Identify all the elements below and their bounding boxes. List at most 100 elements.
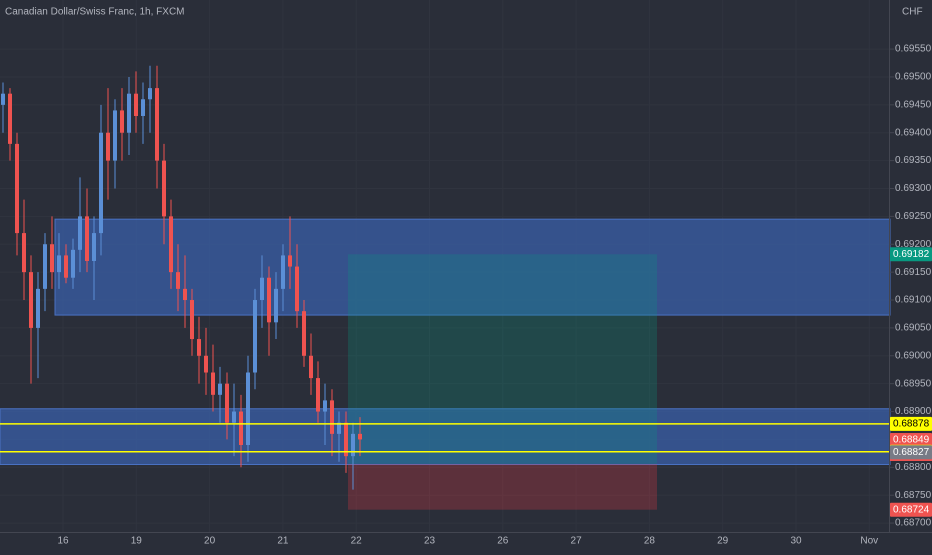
y-tick-label: 0.69300 — [895, 183, 932, 194]
candle-body — [85, 216, 89, 261]
candle-body — [337, 422, 341, 434]
y-tick-label: 0.69150 — [895, 267, 932, 278]
zones — [0, 218, 891, 510]
candle-body — [22, 233, 26, 273]
y-tick-label: 0.69100 — [895, 295, 932, 306]
x-tick-label: 19 — [131, 536, 143, 547]
y-tick-label: 0.68800 — [895, 462, 932, 473]
candle-body — [148, 88, 152, 100]
currency-label: CHF — [902, 7, 923, 18]
candle-body — [15, 143, 19, 234]
candle-body — [274, 288, 278, 323]
price-label-bg — [890, 432, 932, 447]
candle-body — [50, 244, 54, 273]
candle-body — [260, 277, 264, 301]
candle-body — [183, 288, 187, 301]
candle-body — [246, 372, 250, 446]
y-tick-label: 0.68750 — [895, 490, 932, 501]
x-tick-label: 26 — [497, 536, 509, 547]
candle-body — [225, 383, 229, 423]
x-tick-label: 27 — [571, 536, 583, 547]
candle-body — [1, 93, 5, 105]
candle-body — [323, 400, 327, 412]
candle-body — [358, 433, 362, 440]
candle-body — [127, 93, 131, 133]
y-tick-label: 0.69400 — [895, 127, 932, 138]
candle-body — [253, 300, 257, 373]
x-tick-label: 21 — [277, 536, 289, 547]
x-tick-label: 23 — [424, 536, 436, 547]
price-label: 0.68878 — [893, 418, 930, 429]
target-area — [348, 254, 657, 464]
price-label: 0.68827 — [893, 447, 930, 458]
price-label: 0.69182 — [893, 249, 930, 260]
candle-body — [204, 355, 208, 373]
price-label-bg — [890, 247, 932, 262]
candle-body — [344, 422, 348, 457]
candle-body — [309, 355, 313, 379]
candle-body — [92, 233, 96, 261]
candle-body — [211, 372, 215, 395]
candle-body — [218, 383, 222, 395]
x-tick-label: 28 — [644, 536, 656, 547]
axes: 0.69550 0.69500 0.69450 0.69400 0.69350 0.693… — [57, 44, 932, 547]
y-tick-label: 0.69500 — [895, 72, 932, 83]
candle-body — [302, 311, 306, 356]
y-tick-label: 0.69250 — [895, 211, 932, 222]
x-tick-label: Nov — [860, 536, 878, 547]
y-tick-label: 0.68700 — [895, 518, 932, 529]
y-tick-label: 0.68950 — [895, 378, 932, 389]
y-tick-label: 0.69050 — [895, 323, 932, 334]
candle-body — [169, 216, 173, 273]
candle-body — [155, 88, 159, 161]
candle-body — [99, 132, 103, 234]
x-tick-label: 22 — [351, 536, 363, 547]
x-tick-label: 29 — [717, 536, 729, 547]
y-tick-label: 0.69450 — [895, 99, 932, 110]
x-tick-label: 16 — [57, 536, 69, 547]
candle-body — [267, 277, 271, 323]
y-tick-label: 0.69350 — [895, 155, 932, 166]
candle-body — [106, 132, 110, 161]
y-tick-label: 0.69200 — [895, 239, 932, 250]
candle-body — [64, 255, 68, 278]
stop-area — [348, 463, 657, 510]
candle-body — [232, 411, 236, 423]
candle-body — [176, 272, 180, 289]
candles — [1, 65, 362, 490]
price-label-bg — [890, 445, 932, 460]
candle-body — [43, 244, 47, 289]
y-tick-label: 0.68900 — [895, 406, 932, 417]
lines — [0, 423, 890, 453]
candle-body — [113, 110, 117, 161]
price-label: 0.68849 — [893, 435, 930, 446]
candle-body — [29, 272, 33, 328]
price-label-bg — [890, 502, 932, 517]
candle-body — [351, 433, 355, 457]
candle-body — [281, 255, 285, 289]
price-label: 0.68724 — [893, 504, 930, 515]
candle-body — [190, 300, 194, 340]
candle-body — [8, 93, 12, 144]
price-label-bg — [890, 416, 932, 431]
candle-body — [71, 249, 75, 278]
candle-body — [239, 411, 243, 446]
candle-body — [316, 378, 320, 412]
zone — [54, 218, 891, 316]
candle-body — [330, 400, 334, 434]
candle-body — [78, 216, 82, 250]
chart-title: Canadian Dollar/Swiss Franc, 1h, FXCM — [5, 7, 185, 18]
candle-body — [57, 255, 61, 273]
zone — [0, 408, 891, 466]
candle-body — [288, 255, 292, 267]
candle-body — [120, 110, 124, 133]
candle-body — [134, 93, 138, 116]
candle-body — [295, 266, 299, 312]
candle-body — [36, 288, 40, 328]
y-tick-label: 0.69550 — [895, 44, 932, 55]
x-tick-label: 30 — [790, 536, 802, 547]
candle-body — [141, 99, 145, 116]
x-tick-label: 20 — [204, 536, 216, 547]
